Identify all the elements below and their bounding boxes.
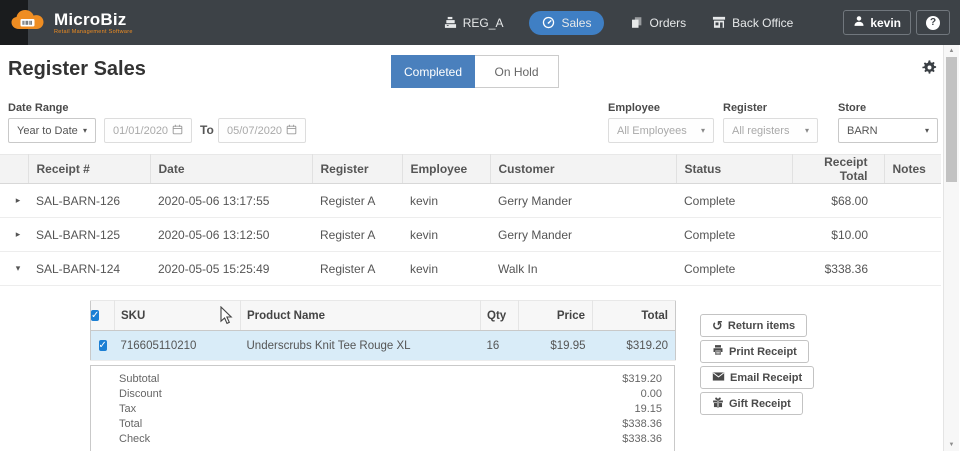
brand-logo[interactable]: MicroBiz Retail Management Software: [10, 7, 133, 38]
table-row[interactable]: ▸ SAL-BARN-125 2020-05-06 13:12:50 Regis…: [0, 218, 941, 252]
date-range-preset-select[interactable]: Year to Date ▾: [8, 118, 96, 143]
receipt-detail-panel: ✓ SKU Product Name Qty Price Total: [0, 300, 941, 451]
item-checkbox[interactable]: ✓: [99, 340, 107, 351]
page-header: Register Sales Completed On Hold: [0, 45, 941, 100]
settings-gear-icon[interactable]: [921, 59, 938, 79]
col-customer: Customer: [490, 155, 676, 184]
receipt-actions: ↺ Return items: [700, 314, 814, 418]
employee-label: Employee: [608, 102, 660, 114]
expander-column-header: [0, 155, 28, 184]
orders-copy-icon: [630, 16, 643, 29]
scroll-up-icon[interactable]: ▲: [944, 48, 959, 54]
select-all-checkbox[interactable]: ✓: [91, 310, 99, 321]
date-to-input[interactable]: 05/07/2020: [218, 118, 306, 143]
print-receipt-button[interactable]: Print Receipt: [700, 340, 809, 363]
summary-tax: Tax19.15: [91, 401, 674, 416]
nav-item-sales[interactable]: Sales: [529, 11, 604, 35]
col-notes: Notes: [884, 155, 941, 184]
col-employee: Employee: [402, 155, 490, 184]
cash-register-icon: [444, 16, 457, 29]
summary-subtotal: Subtotal$319.20: [91, 371, 674, 386]
tab-on-hold[interactable]: On Hold: [475, 55, 559, 88]
items-header-row: ✓ SKU Product Name Qty Price Total: [91, 301, 676, 331]
col-price: Price: [519, 301, 593, 331]
date-from-input[interactable]: 01/01/2020: [104, 118, 192, 143]
storefront-icon: [712, 16, 726, 29]
gift-receipt-button[interactable]: Gift Receipt: [700, 392, 803, 415]
main-content: Register Sales Completed On Hold Date Ra…: [0, 45, 941, 451]
table-header-row: Receipt # Date Register Employee Custome…: [0, 155, 941, 184]
receipt-detail-row: ✓ SKU Product Name Qty Price Total: [0, 286, 941, 451]
summary-check: Check$338.36: [91, 431, 674, 446]
caret-down-icon: ▾: [925, 126, 929, 135]
col-receipt: Receipt #: [28, 155, 150, 184]
col-qty: Qty: [481, 301, 519, 331]
filter-bar: Date Range Year to Date ▾ 01/01/2020 To …: [0, 100, 941, 152]
user-button[interactable]: kevin: [843, 10, 911, 35]
nav-item-back-office[interactable]: Back Office: [712, 16, 793, 30]
store-label: Store: [838, 102, 866, 114]
receipt-item-row[interactable]: ✓ 716605110210 Underscrubs Knit Tee Roug…: [91, 331, 676, 361]
summary-total: Total$338.36: [91, 416, 674, 431]
return-items-button[interactable]: ↺ Return items: [700, 314, 807, 337]
top-navbar: MicroBiz Retail Management Software REG_…: [0, 0, 960, 45]
nav-item-label: Orders: [649, 16, 686, 30]
page-title: Register Sales: [8, 58, 146, 81]
table-row[interactable]: ▾ SAL-BARN-124 2020-05-05 15:25:49 Regis…: [0, 252, 941, 286]
table-row[interactable]: ▸ SAL-BARN-126 2020-05-06 13:17:55 Regis…: [0, 184, 941, 218]
calendar-icon: [286, 124, 297, 138]
calendar-icon: [172, 124, 183, 138]
col-receipt-total: Receipt Total: [792, 155, 884, 184]
gift-icon: [712, 396, 724, 411]
scroll-down-icon[interactable]: ▼: [944, 442, 959, 448]
help-button[interactable]: ?: [916, 10, 950, 35]
nav-item-label: REG_A: [463, 16, 504, 30]
vertical-scrollbar[interactable]: ▲ ▼: [943, 45, 959, 451]
email-icon-button[interactable]: Email Receipt: [700, 366, 814, 389]
col-total: Total: [593, 301, 676, 331]
email-icon: [712, 371, 725, 385]
register-label: Register: [723, 102, 767, 114]
store-select[interactable]: BARN ▾: [838, 118, 938, 143]
col-date: Date: [150, 155, 312, 184]
employee-select[interactable]: All Employees ▾: [608, 118, 714, 143]
sales-gauge-icon: [542, 16, 555, 29]
brand-tagline: Retail Management Software: [54, 29, 133, 35]
brand-name: MicroBiz: [54, 11, 133, 28]
cloud-barcode-logo-icon: [10, 7, 48, 38]
scrollbar-thumb[interactable]: [946, 57, 957, 182]
receipt-summary: Subtotal$319.20 Discount0.00 Tax19.15 To…: [90, 365, 675, 451]
col-register: Register: [312, 155, 402, 184]
printer-icon: [712, 344, 724, 359]
col-sku: SKU: [115, 301, 241, 331]
user-name: kevin: [870, 16, 901, 30]
app-window: MicroBiz Retail Management Software REG_…: [0, 0, 960, 451]
user-icon: [853, 15, 865, 30]
col-status: Status: [676, 155, 792, 184]
row-expander-icon[interactable]: ▸: [0, 218, 28, 252]
date-range-label: Date Range: [8, 102, 69, 114]
nav-item-label: Back Office: [732, 16, 793, 30]
row-expander-icon[interactable]: ▾: [0, 252, 28, 286]
status-tabs: Completed On Hold: [391, 55, 559, 88]
nav-item-reg-a[interactable]: REG_A: [444, 16, 504, 30]
help-icon: ?: [926, 16, 940, 30]
nav-item-orders[interactable]: Orders: [630, 16, 686, 30]
summary-discount: Discount0.00: [91, 386, 674, 401]
return-icon: ↺: [712, 320, 723, 331]
nav-item-label: Sales: [561, 16, 591, 30]
col-product-name: Product Name: [241, 301, 481, 331]
register-select[interactable]: All registers ▾: [723, 118, 818, 143]
row-expander-icon[interactable]: ▸: [0, 184, 28, 218]
receipt-items-table: ✓ SKU Product Name Qty Price Total: [90, 300, 676, 361]
to-label: To: [200, 123, 214, 137]
sales-table: Receipt # Date Register Employee Custome…: [0, 154, 941, 451]
caret-down-icon: ▾: [805, 126, 809, 135]
navbar-menu: REG_A Sales: [444, 0, 950, 45]
caret-down-icon: ▾: [701, 126, 705, 135]
caret-down-icon: ▾: [83, 126, 87, 135]
tab-completed[interactable]: Completed: [391, 55, 475, 88]
navbar-buttons: kevin ?: [843, 10, 950, 35]
